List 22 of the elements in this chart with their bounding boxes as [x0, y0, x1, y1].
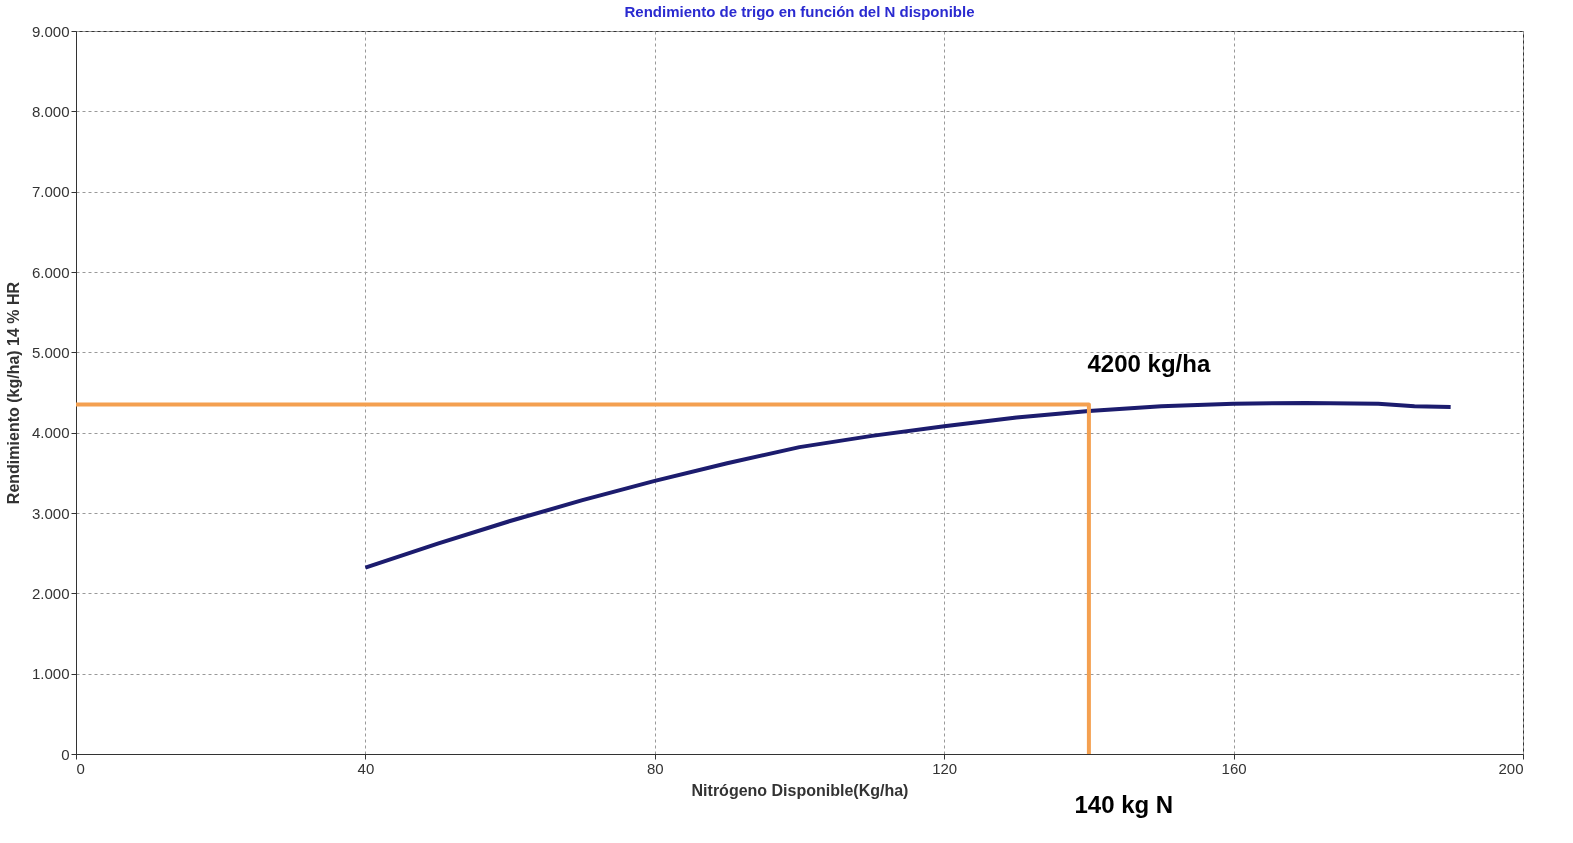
y-tick-label: 9.000	[31, 22, 70, 40]
x-axis-title: Nitrógeno Disponible(Kg/ha)	[691, 781, 909, 799]
x-tick-label: 0	[76, 759, 85, 777]
x-tick-label: 40	[357, 759, 375, 777]
annotation: 4200 kg/ha	[1087, 349, 1211, 377]
y-tick-label: 4.000	[31, 424, 70, 442]
y-tick-label: 7.000	[31, 183, 70, 201]
x-tick-label: 160	[1221, 759, 1247, 777]
y-tick-label: 0	[61, 745, 70, 763]
line-series	[363, 400, 1453, 570]
chart-title: Rendimiento de trigo en función del N disponible	[624, 3, 975, 20]
x-tick-label: 200	[1498, 759, 1524, 777]
y-tick-label: 1.000	[31, 665, 70, 683]
y-tick-label: 3.000	[31, 504, 70, 522]
y-axis-title: Rendimiento (kg/ha) 14 % HR	[4, 281, 22, 505]
y-tick-label: 5.000	[31, 343, 70, 361]
x-tick-label: 120	[932, 759, 958, 777]
text: 140 kg N	[1074, 791, 1174, 818]
y-tick-label: 2.000	[31, 584, 70, 602]
y-tick-label: 8.000	[31, 102, 70, 120]
x-tick-label: 80	[646, 759, 664, 777]
y-tick-label: 6.000	[31, 263, 70, 281]
